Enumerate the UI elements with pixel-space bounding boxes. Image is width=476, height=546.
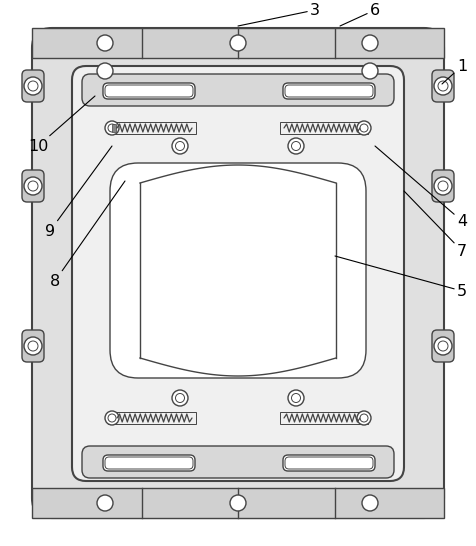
FancyBboxPatch shape xyxy=(22,70,44,102)
FancyBboxPatch shape xyxy=(282,83,374,99)
FancyBboxPatch shape xyxy=(431,330,453,362)
FancyBboxPatch shape xyxy=(284,85,372,97)
FancyBboxPatch shape xyxy=(103,455,195,471)
FancyBboxPatch shape xyxy=(282,455,374,471)
Bar xyxy=(279,412,367,424)
Circle shape xyxy=(28,81,38,91)
Bar xyxy=(108,122,196,134)
Text: 5: 5 xyxy=(334,256,466,299)
Circle shape xyxy=(437,341,447,351)
Bar xyxy=(112,124,116,132)
Circle shape xyxy=(97,63,113,79)
FancyBboxPatch shape xyxy=(105,85,193,97)
FancyBboxPatch shape xyxy=(82,74,393,106)
Text: 1: 1 xyxy=(441,58,466,84)
FancyBboxPatch shape xyxy=(32,28,443,518)
Circle shape xyxy=(105,121,119,135)
Circle shape xyxy=(24,337,42,355)
Circle shape xyxy=(291,141,300,151)
Circle shape xyxy=(229,495,246,511)
Text: 7: 7 xyxy=(403,191,466,258)
Circle shape xyxy=(229,35,246,51)
Circle shape xyxy=(24,177,42,195)
Circle shape xyxy=(361,35,377,51)
FancyBboxPatch shape xyxy=(284,457,372,469)
Circle shape xyxy=(433,177,451,195)
Circle shape xyxy=(291,394,300,402)
FancyBboxPatch shape xyxy=(22,330,44,362)
FancyBboxPatch shape xyxy=(22,170,44,202)
FancyBboxPatch shape xyxy=(82,446,393,478)
Circle shape xyxy=(359,414,367,422)
Text: 9: 9 xyxy=(45,146,112,239)
FancyBboxPatch shape xyxy=(105,457,193,469)
Circle shape xyxy=(433,337,451,355)
FancyBboxPatch shape xyxy=(110,163,365,378)
Circle shape xyxy=(108,124,116,132)
FancyBboxPatch shape xyxy=(103,83,195,99)
Text: 3: 3 xyxy=(238,3,319,26)
Bar xyxy=(108,412,196,424)
Circle shape xyxy=(175,394,184,402)
Circle shape xyxy=(28,181,38,191)
FancyBboxPatch shape xyxy=(431,170,453,202)
FancyBboxPatch shape xyxy=(72,66,403,481)
Text: 6: 6 xyxy=(339,3,379,26)
Circle shape xyxy=(433,77,451,95)
Bar xyxy=(279,122,367,134)
Circle shape xyxy=(105,411,119,425)
Circle shape xyxy=(361,63,377,79)
Circle shape xyxy=(356,121,370,135)
Circle shape xyxy=(28,341,38,351)
Circle shape xyxy=(175,141,184,151)
Circle shape xyxy=(356,411,370,425)
FancyBboxPatch shape xyxy=(431,70,453,102)
Bar xyxy=(32,488,443,518)
Circle shape xyxy=(288,390,303,406)
Circle shape xyxy=(172,390,188,406)
Circle shape xyxy=(359,124,367,132)
Text: 8: 8 xyxy=(50,181,125,288)
Bar xyxy=(32,28,443,58)
Circle shape xyxy=(97,495,113,511)
Circle shape xyxy=(437,81,447,91)
Circle shape xyxy=(108,414,116,422)
Text: 4: 4 xyxy=(374,146,466,228)
Circle shape xyxy=(24,77,42,95)
Circle shape xyxy=(437,181,447,191)
Circle shape xyxy=(97,35,113,51)
Circle shape xyxy=(172,138,188,154)
Circle shape xyxy=(361,495,377,511)
Text: 10: 10 xyxy=(28,96,95,153)
Circle shape xyxy=(288,138,303,154)
